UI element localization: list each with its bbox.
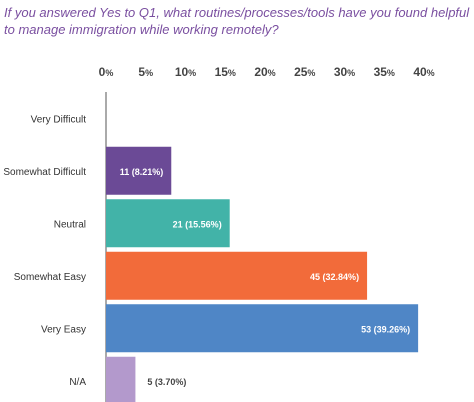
chart-title: If you answered Yes to Q1, what routines… [4, 5, 470, 37]
x-tick-label: 30% [334, 65, 355, 79]
data-label: 11 (8.21%) [120, 167, 164, 177]
x-tick-label: 40% [413, 65, 434, 79]
bar [106, 251, 368, 300]
x-axis-ticks: 0% 5% 10% 15% 20% 25% 30% 35% 40% [99, 65, 435, 79]
x-tick-label: 20% [254, 65, 275, 79]
bar [106, 356, 136, 402]
data-label: 45 (32.84%) [310, 272, 359, 282]
x-tick-label: 15% [215, 65, 236, 79]
category-label: N/A [69, 377, 86, 388]
category-labels: Very Difficult Somewhat Difficult Neutral S… [3, 114, 86, 388]
data-label: 21 (15.56%) [173, 219, 222, 229]
category-label: Somewhat Difficult [3, 167, 86, 178]
data-label: 53 (39.26%) [361, 324, 410, 334]
x-tick-label: 25% [294, 65, 315, 79]
data-labels: 11 (8.21%) 21 (15.56%) 45 (32.84%) 53 (39.2… [120, 167, 410, 387]
bar [106, 146, 172, 195]
x-tick-label: 35% [374, 65, 395, 79]
category-label: Very Easy [41, 324, 86, 335]
x-tick-label: 10% [175, 65, 196, 79]
bars [106, 146, 419, 402]
x-tick-label: 0% [99, 65, 114, 79]
category-label: Somewhat Easy [14, 272, 86, 283]
data-label: 5 (3.70%) [147, 377, 186, 387]
x-tick-label: 5% [138, 65, 153, 79]
category-label: Neutral [54, 219, 86, 230]
category-label: Very Difficult [31, 114, 87, 125]
bar [106, 304, 419, 353]
bar [106, 199, 230, 248]
